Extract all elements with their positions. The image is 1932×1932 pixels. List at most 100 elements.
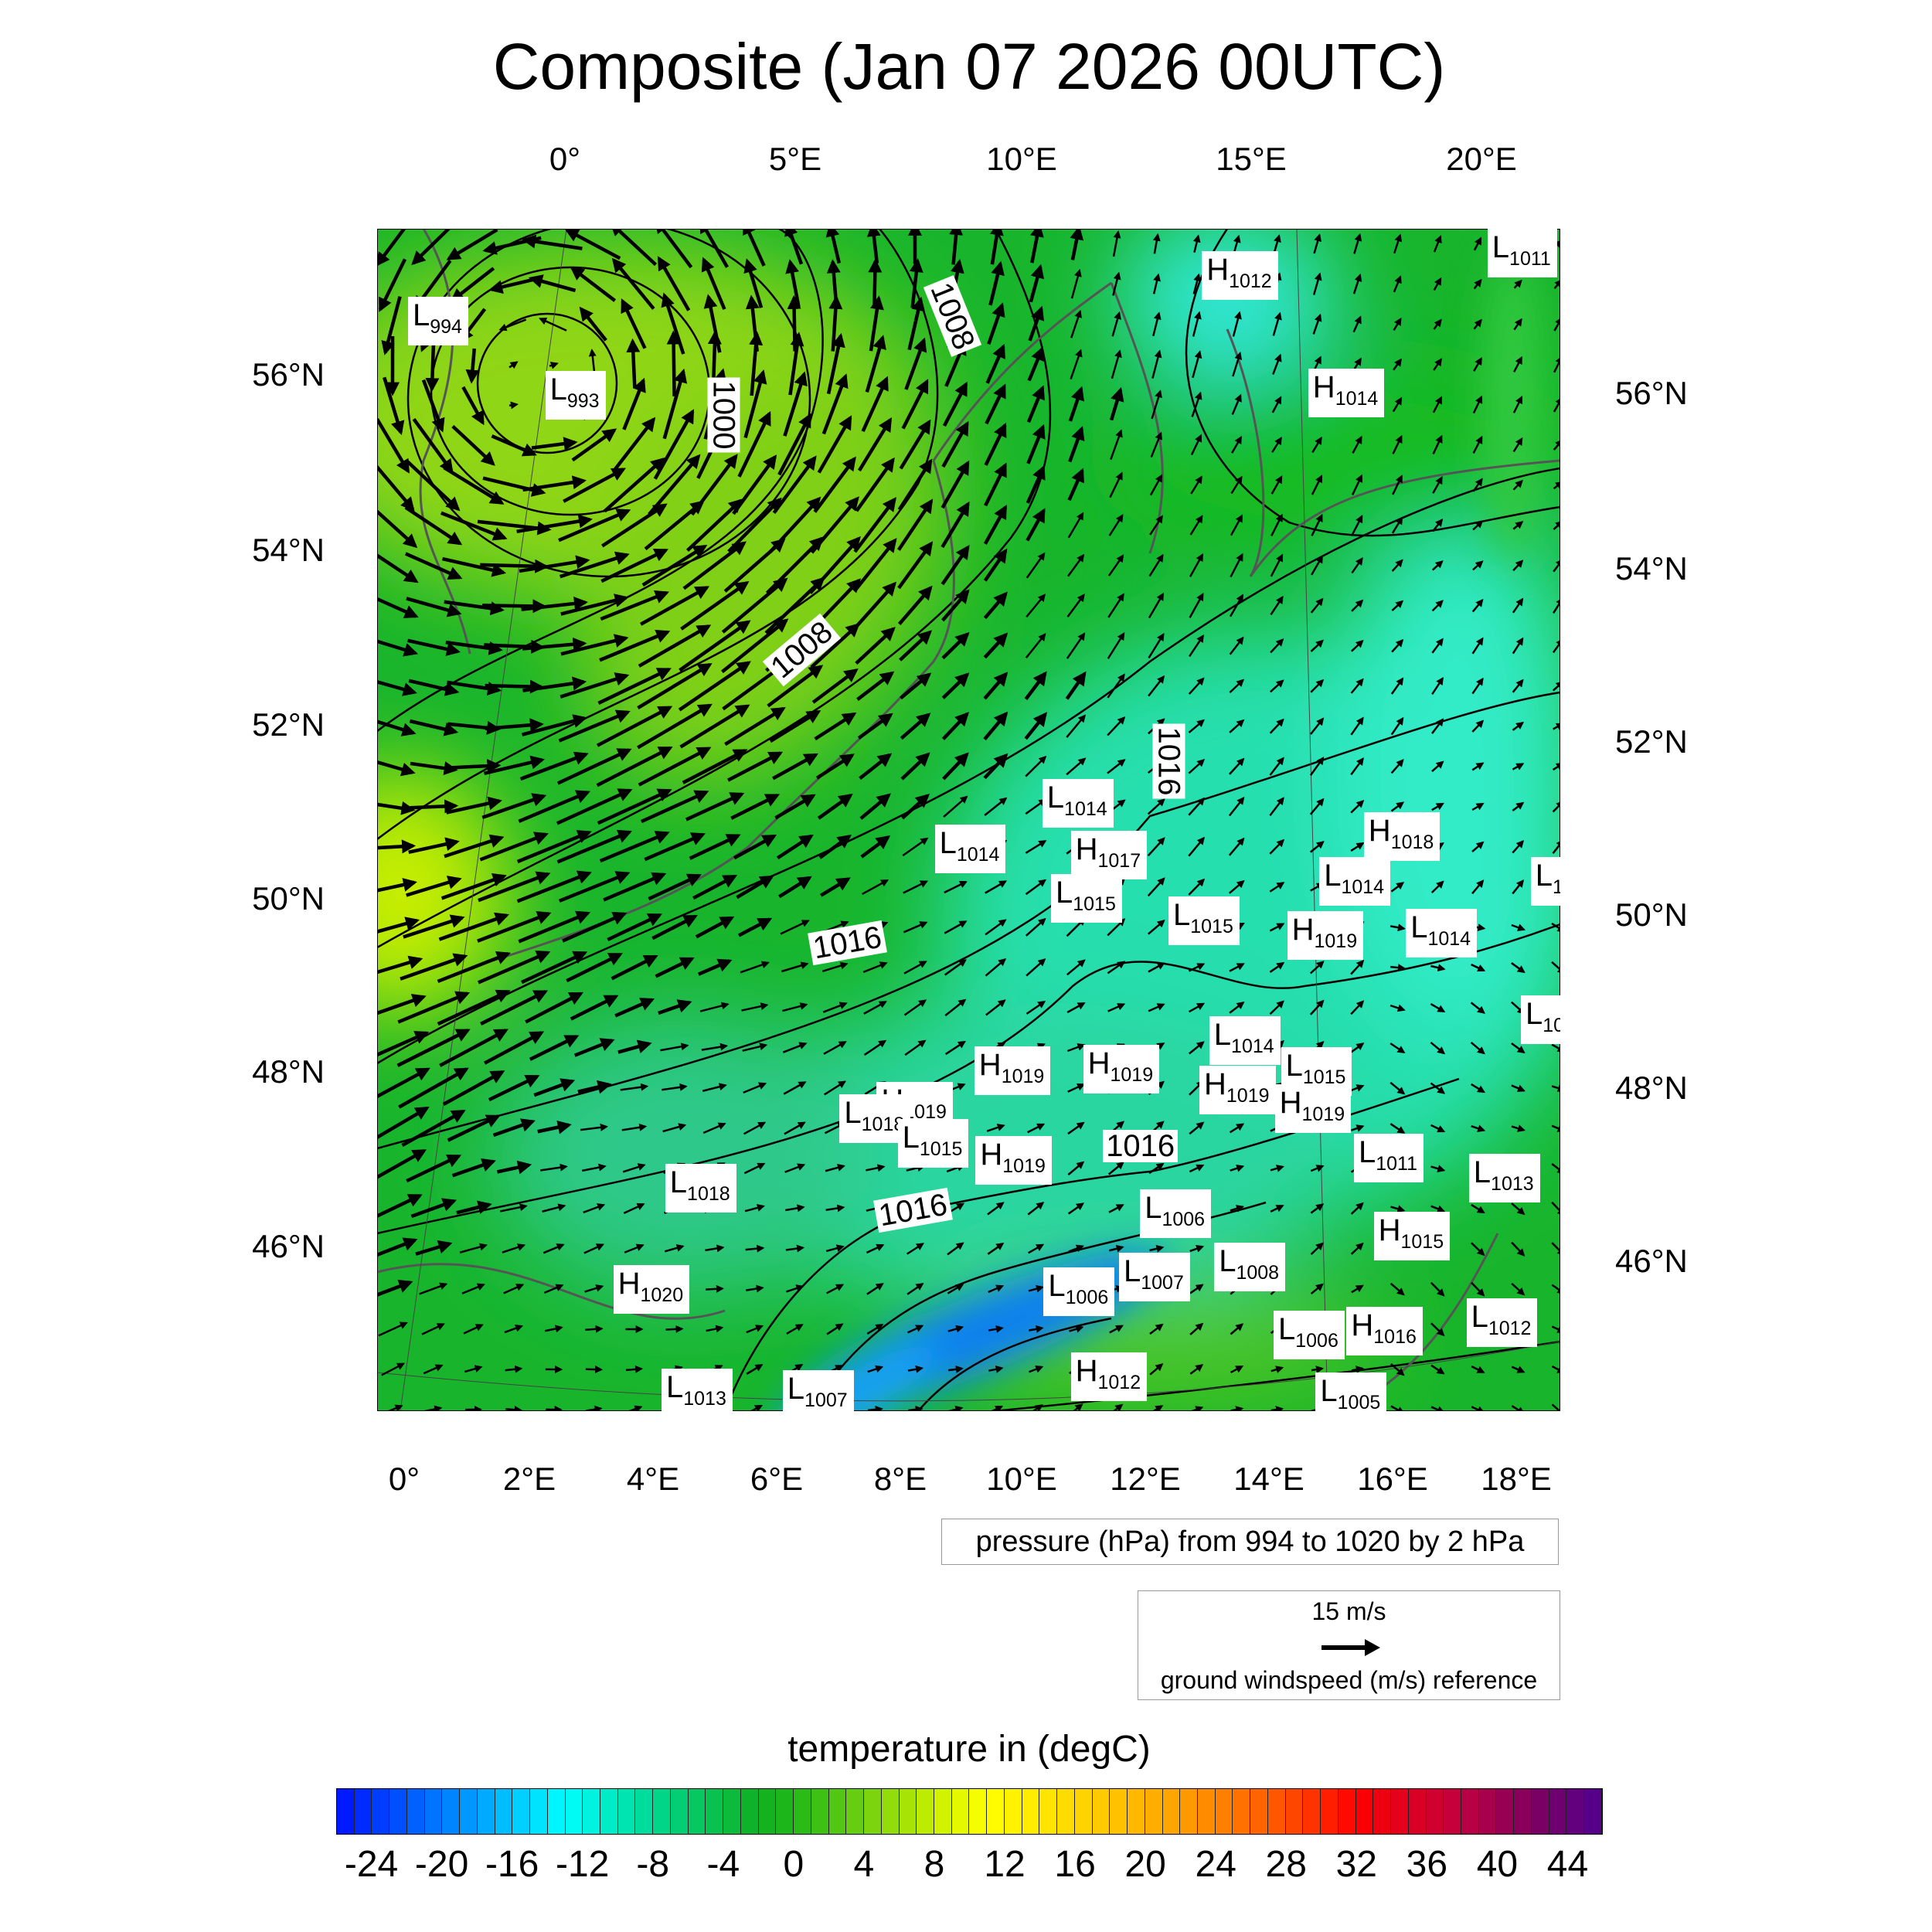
wind-vector bbox=[442, 1070, 505, 1106]
colorbar-swatch bbox=[1128, 1789, 1145, 1834]
wind-vector bbox=[521, 714, 587, 736]
wind-vector bbox=[1271, 437, 1282, 453]
wind-vector bbox=[1271, 396, 1282, 413]
high-pressure-label: H1019 bbox=[1083, 1045, 1160, 1094]
wind-vector bbox=[1067, 1121, 1085, 1135]
wind-vector bbox=[560, 634, 629, 656]
wind-vector bbox=[1430, 880, 1444, 894]
wind-vector bbox=[824, 1080, 847, 1096]
wind-vector bbox=[638, 624, 712, 668]
wind-vector bbox=[1148, 1162, 1165, 1175]
pressure-value: 1007 bbox=[804, 1389, 848, 1411]
wind-vector bbox=[826, 1323, 844, 1335]
wind-vector bbox=[1310, 1283, 1324, 1295]
wind-vector bbox=[1192, 350, 1202, 379]
wind-vector bbox=[1551, 1325, 1560, 1333]
wind-vector bbox=[377, 1106, 430, 1140]
high-pressure-label: H1017 bbox=[1070, 831, 1148, 880]
wind-vector bbox=[1552, 681, 1560, 692]
wind-vector bbox=[947, 1242, 964, 1256]
wind-vector bbox=[783, 371, 808, 437]
wind-vector bbox=[543, 1243, 565, 1254]
wind-vector bbox=[767, 665, 824, 708]
wind-vector bbox=[1026, 464, 1046, 504]
high-marker: H bbox=[1368, 814, 1391, 849]
colorbar-swatch bbox=[372, 1789, 390, 1834]
wind-vector bbox=[1390, 882, 1405, 893]
wind-vector bbox=[941, 589, 970, 622]
wind-vector bbox=[1430, 1124, 1446, 1133]
wind-vector bbox=[1390, 1205, 1406, 1213]
colorbar-tick-label: 24 bbox=[1195, 1844, 1236, 1885]
wind-vector bbox=[1350, 678, 1364, 694]
wind-vector bbox=[1511, 1124, 1526, 1132]
wind-vector bbox=[721, 618, 789, 674]
wind-vector bbox=[1189, 1322, 1204, 1335]
wind-vector bbox=[1393, 317, 1402, 332]
wind-vector bbox=[743, 369, 767, 439]
wind-vector bbox=[1070, 349, 1083, 380]
colorbar-swatch bbox=[1496, 1789, 1515, 1834]
wind-vector bbox=[1471, 719, 1485, 733]
wind-vector bbox=[658, 999, 692, 1015]
low-marker: L bbox=[1124, 1253, 1141, 1288]
low-pressure-label: L1011 bbox=[1487, 229, 1557, 277]
colorbar-swatch bbox=[635, 1789, 654, 1834]
wind-vector bbox=[624, 1243, 645, 1253]
wind-vector bbox=[509, 401, 519, 410]
wind-vector bbox=[401, 1109, 466, 1148]
wind-vector bbox=[746, 1325, 764, 1334]
wind-vector bbox=[855, 457, 895, 512]
pressure-value: 1019 bbox=[1110, 1064, 1154, 1086]
wind-vector bbox=[665, 1325, 684, 1333]
wind-vector bbox=[1352, 315, 1362, 333]
wind-vector bbox=[447, 1114, 501, 1142]
wind-vector bbox=[1309, 798, 1325, 815]
wind-vector bbox=[648, 873, 702, 901]
wind-vector bbox=[1270, 475, 1283, 495]
wind-vector bbox=[985, 958, 1007, 977]
wind-vector bbox=[1192, 311, 1202, 337]
low-marker: L bbox=[1213, 1018, 1232, 1053]
high-marker: H bbox=[1291, 913, 1315, 947]
wind-vector bbox=[1473, 357, 1482, 372]
wind-vector bbox=[558, 509, 631, 543]
wind-vector bbox=[381, 296, 402, 355]
wind-vector bbox=[983, 632, 1009, 659]
wind-vector bbox=[1390, 801, 1405, 812]
wind-vector bbox=[1512, 801, 1525, 812]
wind-vector bbox=[1512, 395, 1523, 413]
wind-vector bbox=[788, 332, 804, 396]
wind-vector bbox=[1107, 1162, 1124, 1175]
wind-vector bbox=[444, 600, 505, 616]
colorbar-tick-label: 44 bbox=[1546, 1844, 1589, 1885]
wind-vector bbox=[1229, 594, 1244, 617]
wind-vector bbox=[1351, 515, 1363, 536]
wind-vector bbox=[1188, 836, 1206, 857]
wind-vector bbox=[940, 545, 970, 586]
wind-vector bbox=[1351, 556, 1363, 574]
wind-vector bbox=[377, 464, 415, 512]
pressure-value: 1012 bbox=[1488, 1318, 1532, 1339]
colorbar-swatch bbox=[828, 1789, 847, 1834]
wind-vector bbox=[1472, 435, 1483, 454]
wind-vector bbox=[1232, 352, 1243, 377]
low-marker: L bbox=[413, 298, 430, 332]
colorbar-swatch bbox=[1004, 1789, 1022, 1834]
wind-vector bbox=[1310, 1165, 1325, 1172]
wind-vector bbox=[522, 475, 587, 492]
wind-vector bbox=[1473, 318, 1482, 330]
wind-vector bbox=[516, 514, 593, 534]
low-pressure-label: L1012 bbox=[1466, 1298, 1538, 1347]
wind-vector bbox=[397, 991, 471, 1024]
wind-vector bbox=[1070, 309, 1082, 338]
colorbar-swatch bbox=[864, 1789, 882, 1834]
low-pressure-label: L1013 bbox=[1468, 1153, 1540, 1202]
wind-vector bbox=[1027, 1123, 1046, 1134]
wind-vector bbox=[1229, 1123, 1245, 1134]
graticule bbox=[377, 229, 1560, 1411]
wind-vector bbox=[822, 1002, 848, 1013]
wind-vector bbox=[785, 1244, 805, 1253]
wind-vector bbox=[1310, 1203, 1325, 1214]
wind-vector bbox=[488, 1074, 540, 1102]
